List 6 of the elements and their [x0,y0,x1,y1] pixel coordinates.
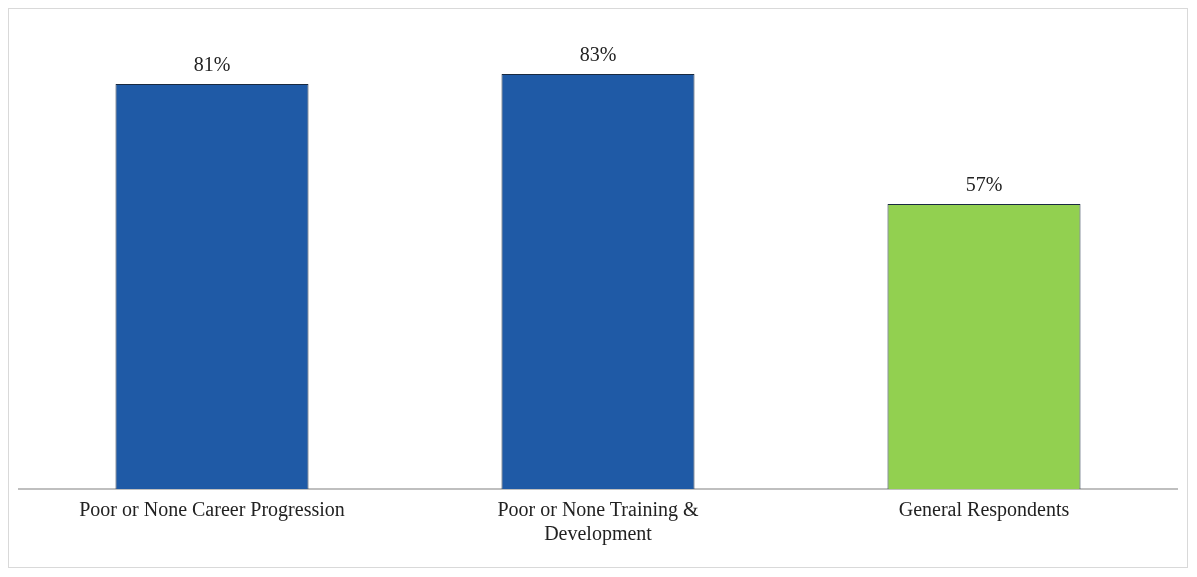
x-tick-label: General Respondents [898,498,1070,522]
data-label: 81% [193,53,231,76]
x-tick-label: Poor or None Career Progression [79,498,345,522]
data-label: 57% [965,173,1003,196]
data-label: 83% [579,43,617,66]
x-tick-label: Poor or None Training & Development [497,498,699,546]
